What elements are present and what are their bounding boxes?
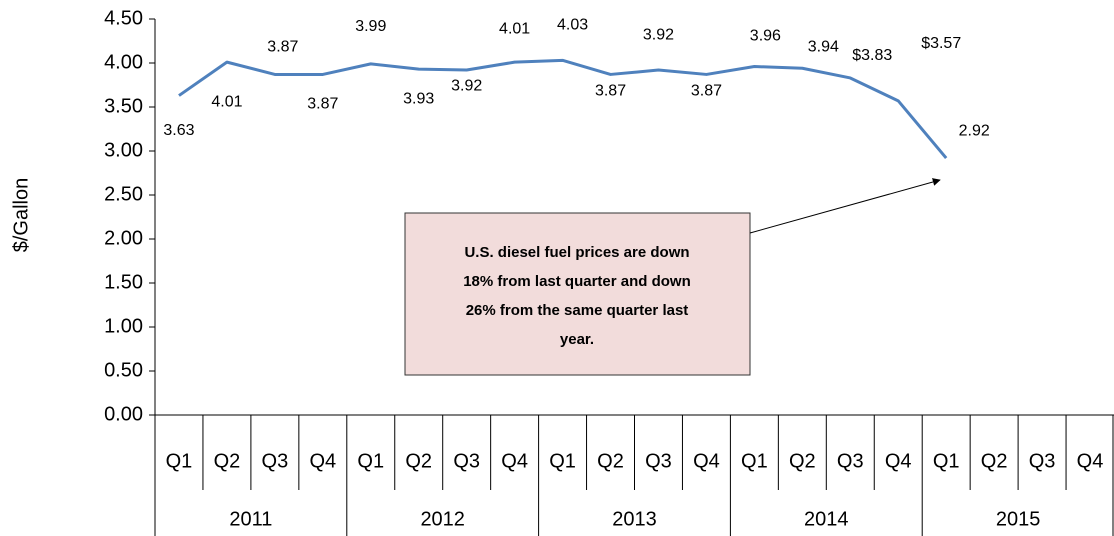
data-label: 3.63 [163,122,194,139]
data-label: 4.03 [557,17,588,34]
x-tick-label: Q1 [933,450,960,472]
x-group-label: 2014 [804,508,849,530]
x-tick-label: Q3 [1029,450,1056,472]
x-tick-label: Q2 [981,450,1008,472]
y-tick-label: 2.00 [104,227,143,249]
x-tick-label: Q1 [741,450,768,472]
y-tick-label: 2.50 [104,183,143,205]
x-tick-label: Q2 [214,450,241,472]
data-label: 3.92 [451,77,482,94]
annotation-text: 18% from last quarter and down [463,273,691,290]
x-tick-label: Q4 [885,450,912,472]
data-label: 3.87 [595,83,626,100]
y-tick-label: 0.00 [104,403,143,425]
annotation-arrow [749,178,941,234]
data-label: 3.93 [403,90,434,107]
annotation-box [404,212,751,376]
x-tick-label: Q3 [837,450,864,472]
data-label: $3.57 [921,35,961,52]
data-label: 3.99 [355,18,386,35]
data-label: 3.94 [808,38,839,55]
annotation-text: U.S. diesel fuel prices are down [464,244,689,261]
data-label: 2.92 [959,122,990,139]
x-tick-label: Q4 [309,450,336,472]
data-label: 4.01 [499,20,530,37]
x-tick-label: Q2 [405,450,432,472]
y-tick-label: 3.00 [104,139,143,161]
data-label: 3.87 [691,83,722,100]
x-tick-label: Q1 [357,450,384,472]
x-tick-label: Q2 [789,450,816,472]
y-tick-label: 4.50 [104,7,143,29]
y-tick-label: 1.50 [104,271,143,293]
data-label: 3.87 [307,96,338,113]
x-tick-label: Q3 [262,450,289,472]
x-tick-label: Q1 [549,450,576,472]
x-tick-label: Q3 [645,450,672,472]
y-tick-label: 1.00 [104,315,143,337]
data-label: 3.87 [267,39,298,56]
x-tick-label: Q4 [693,450,720,472]
x-tick-label: Q3 [453,450,480,472]
y-tick-label: 0.50 [104,359,143,381]
data-label: 3.92 [643,26,674,43]
x-group-label: 2011 [229,508,272,530]
x-tick-label: Q1 [166,450,193,472]
series-line [178,58,948,160]
annotation-text: 26% from the same quarter last [466,302,689,319]
data-label: $3.83 [852,47,892,64]
x-group-label: 2012 [420,508,465,530]
annotation-text: year. [560,331,594,348]
y-tick-label: 4.00 [104,51,143,73]
y-axis-label: $/Gallon [10,178,32,253]
x-tick-label: Q4 [1077,450,1104,472]
data-label: 3.96 [750,28,781,45]
x-tick-label: Q4 [501,450,528,472]
data-label: 4.01 [211,93,242,110]
y-tick-label: 3.50 [104,95,143,117]
x-group-label: 2013 [612,508,657,530]
x-tick-label: Q2 [597,450,624,472]
x-group-label: 2015 [996,508,1041,530]
